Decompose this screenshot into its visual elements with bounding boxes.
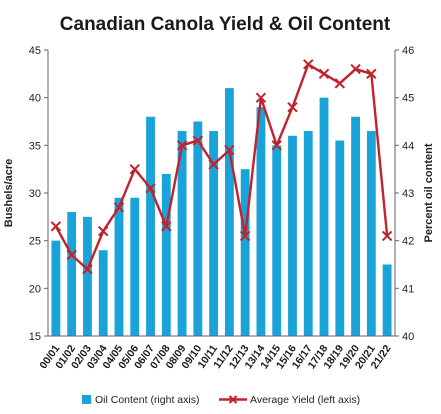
legend: Oil Content (right axis) Average Yield (l… xyxy=(82,394,360,406)
oil-content-bar-07-08 xyxy=(161,173,171,336)
oil-content-bar-09-10 xyxy=(193,121,203,336)
oil-content-bar-15-16 xyxy=(288,135,297,336)
right-tick-label-41: 41 xyxy=(402,283,414,295)
average-yield-point-04-05 xyxy=(113,202,125,213)
average-yield-point-02-03 xyxy=(82,264,93,275)
average-yield-point-05-06 xyxy=(129,163,140,175)
right-axis: 40 41 42 43 44 45 46 Percent oil content xyxy=(394,45,435,343)
average-yield-point-03-04 xyxy=(97,225,109,237)
oil-content-bar-17-18 xyxy=(319,97,329,337)
oil-content-bar-06-07 xyxy=(146,116,155,336)
left-tick-label-20: 20 xyxy=(29,283,41,295)
oil-content-bar-20-21 xyxy=(366,131,376,336)
average-yield-point-13-14 xyxy=(255,92,267,103)
average-yield-point-12-13 xyxy=(239,230,251,242)
oil-content-bar-11-12 xyxy=(224,88,234,336)
plot-area xyxy=(50,59,393,337)
right-tick-label-46: 46 xyxy=(402,45,414,57)
left-tick-label-25: 25 xyxy=(29,236,41,248)
average-yield-point-10-11 xyxy=(208,159,219,170)
average-yield-point-06-07 xyxy=(145,183,156,194)
left-axis: 15 20 25 30 35 40 45 Bushels/acre xyxy=(3,45,49,343)
right-tick-label-45: 45 xyxy=(402,93,414,105)
average-yield-point-01-02 xyxy=(66,249,77,261)
oil-content-bar-21-22 xyxy=(382,264,392,336)
right-tick-label-44: 44 xyxy=(402,140,414,152)
average-yield-point-18-19 xyxy=(334,78,346,89)
legend-oil-content-label: Oil Content (right axis) xyxy=(95,394,199,406)
oil-content-bar-00-01 xyxy=(51,240,61,336)
left-tick-label-30: 30 xyxy=(29,188,41,200)
legend-average-yield-marker-b xyxy=(228,395,238,404)
left-axis-title: Bushels/acre xyxy=(3,159,15,227)
average-yield-point-15-16 xyxy=(287,101,298,113)
legend-oil-content-swatch xyxy=(82,395,91,404)
average-yield-point-09-10 xyxy=(192,135,204,146)
average-yield-point-00-01 xyxy=(50,221,62,232)
oil-content-bar-01-02 xyxy=(67,212,77,336)
oil-content-bar-19-20 xyxy=(351,116,360,336)
average-yield-point-16-17 xyxy=(303,59,314,70)
left-tick-label-15: 15 xyxy=(29,331,41,343)
oil-content-bar-03-04 xyxy=(98,250,108,336)
average-yield-point-19-20 xyxy=(350,63,361,75)
right-tick-label-42: 42 xyxy=(402,236,414,248)
oil-content-bar-18-19 xyxy=(335,140,345,336)
average-yield-point-14-15 xyxy=(271,140,282,151)
oil-content-bar-08-09 xyxy=(177,131,187,336)
average-yield-point-21-22 xyxy=(381,230,393,242)
oil-content-bar-05-06 xyxy=(130,197,140,336)
oil-content-bar-16-17 xyxy=(303,131,313,336)
oil-content-bar-02-03 xyxy=(83,216,92,336)
oil-content-bar-04-05 xyxy=(114,197,124,336)
left-tick-label-35: 35 xyxy=(29,140,41,152)
right-tick-label-43: 43 xyxy=(402,188,414,200)
average-yield-point-11-12 xyxy=(224,144,235,156)
x-axis: 00/0101/0202/0303/0404/0505/0606/0707/08… xyxy=(37,335,395,371)
average-yield-point-17-18 xyxy=(318,68,330,80)
average-yield-line xyxy=(54,63,389,271)
legend-average-yield-label: Average Yield (left axis) xyxy=(250,394,360,406)
left-tick-label-45: 45 xyxy=(29,45,41,57)
oil-content-bar-10-11 xyxy=(209,131,219,336)
average-yield-point-08-09 xyxy=(176,140,188,151)
oil-content-bar-12-13 xyxy=(240,169,250,336)
left-tick-label-40: 40 xyxy=(29,93,41,105)
average-yield-point-07-08 xyxy=(161,221,172,232)
oil-content-bar-14-15 xyxy=(272,145,282,336)
average-yield-point-20-21 xyxy=(366,68,377,80)
right-tick-label-40: 40 xyxy=(402,331,414,343)
right-axis-title: Percent oil content xyxy=(423,143,435,242)
oil-content-bar-13-14 xyxy=(256,107,266,336)
chart-title: Canadian Canola Yield & Oil Content xyxy=(60,14,391,35)
